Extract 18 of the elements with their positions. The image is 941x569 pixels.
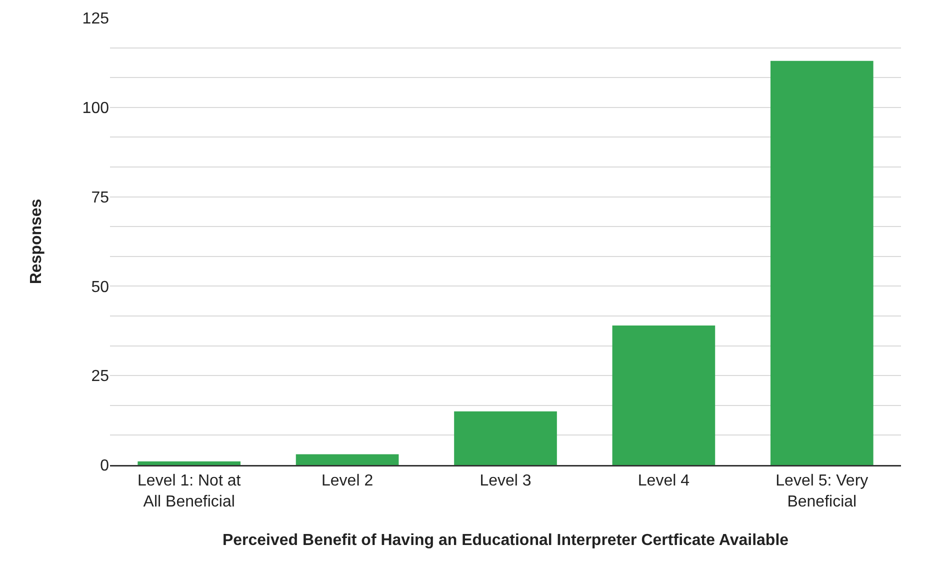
x-tick-label: Level 3 <box>480 472 532 490</box>
y-tick-label: 25 <box>91 368 110 386</box>
y-tick-label: 75 <box>91 189 110 206</box>
x-tick-label: Level 2 <box>322 472 374 490</box>
bar <box>454 411 557 465</box>
y-tick-label: 100 <box>82 100 110 117</box>
x-tick-label: Level 1: Not at All Beneficial <box>138 472 242 510</box>
y-axis-title: Responses <box>28 198 46 284</box>
y-tick-label: 50 <box>91 278 110 296</box>
y-tick-label: 0 <box>100 458 110 475</box>
y-tick-label: 125 <box>82 10 110 28</box>
bar <box>770 60 874 465</box>
bar <box>612 326 716 465</box>
x-tick-label: Level 4 <box>638 472 690 490</box>
x-axis-title: Perceived Benefit of Having an Educational Interpreter Certficate Available <box>222 532 789 549</box>
bar <box>296 454 399 465</box>
bar <box>138 461 241 465</box>
x-tick-label: Level 5: Very Beneficial <box>776 472 868 510</box>
